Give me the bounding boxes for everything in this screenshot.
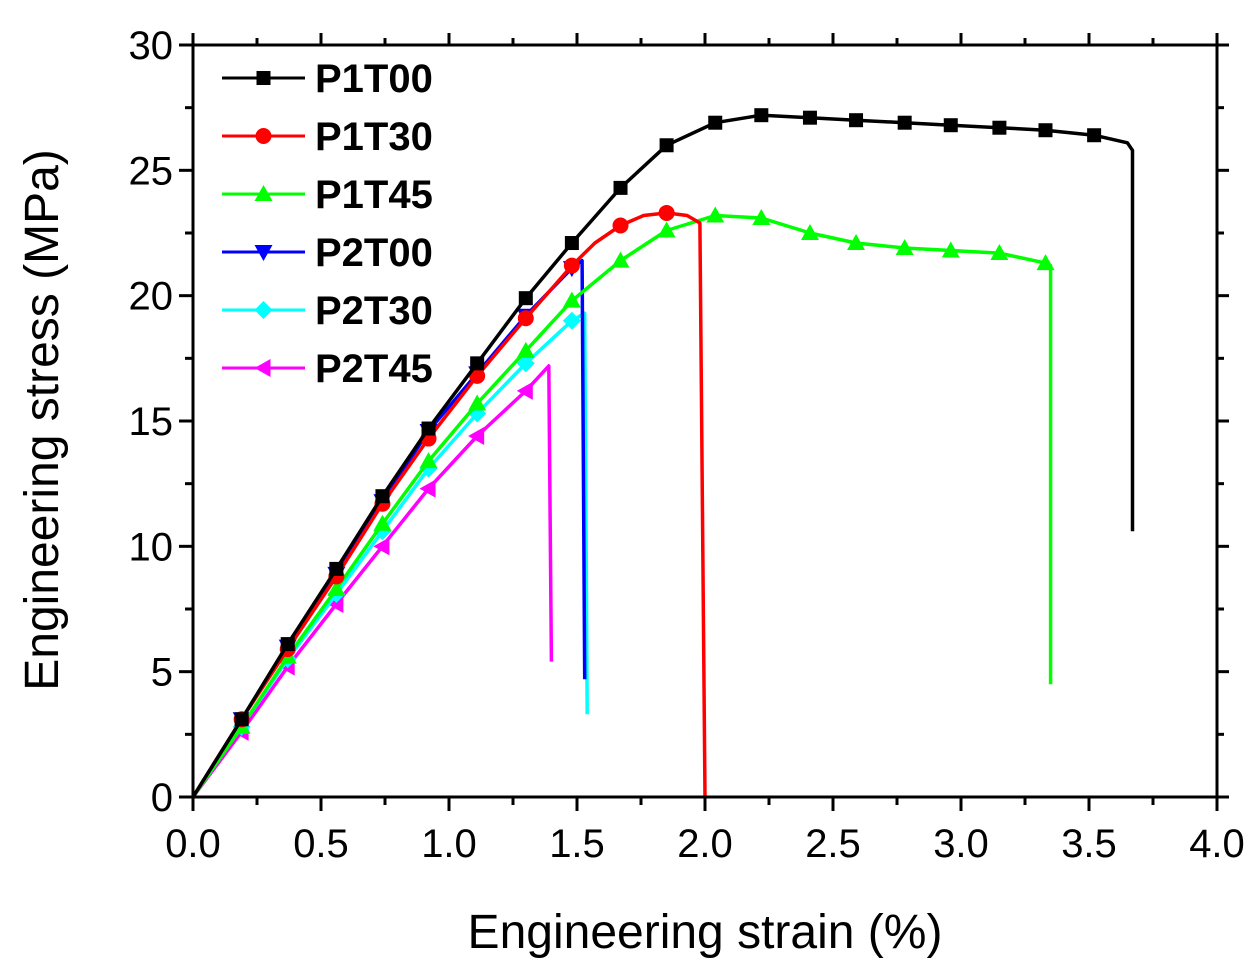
legend-marker-p2t00 — [254, 245, 273, 261]
x-tick-label: 3.0 — [933, 822, 989, 866]
data-point-p1t45 — [1036, 254, 1055, 271]
data-point-p1t00 — [329, 561, 344, 576]
y-tick-label: 10 — [129, 525, 174, 569]
plot-area — [193, 108, 1135, 799]
data-point-p1t00 — [470, 356, 485, 371]
legend-label-p1t30: P1T30 — [315, 115, 433, 159]
y-tick-label: 30 — [129, 24, 174, 68]
x-tick-label: 4.0 — [1189, 822, 1245, 866]
legend-entry-p1t30: P1T30 — [222, 115, 433, 159]
data-point-p1t45 — [706, 206, 725, 223]
data-point-p1t00 — [802, 110, 817, 125]
legend-label-p1t45: P1T45 — [315, 173, 433, 217]
data-point-p1t00 — [849, 113, 864, 128]
data-point-p1t45 — [752, 208, 771, 225]
data-point-p1t45 — [847, 234, 866, 251]
data-point-p1t45 — [468, 394, 487, 411]
data-point-p1t00 — [754, 108, 769, 123]
legend-label-p2t30: P2T30 — [315, 289, 433, 333]
data-point-p2t45 — [516, 381, 533, 400]
series-p1t30 — [193, 204, 707, 798]
x-tick-label: 0.0 — [165, 822, 221, 866]
legend-label-p2t45: P2T45 — [315, 347, 433, 391]
data-point-p1t45 — [800, 224, 819, 240]
data-point-p1t30 — [612, 217, 629, 234]
x-tick-label: 1.5 — [549, 822, 605, 866]
data-point-p1t45 — [990, 244, 1009, 261]
data-point-p1t30 — [658, 204, 675, 221]
legend-entry-p2t00: P2T00 — [222, 231, 433, 275]
legend-entry-p1t00: P1T00 — [222, 57, 433, 101]
data-point-p2t30 — [562, 311, 581, 330]
series-line-p2t45 — [193, 364, 554, 799]
data-point-p2t45 — [373, 537, 390, 556]
x-tick-label: 3.5 — [1061, 822, 1117, 866]
data-point-p1t00 — [1087, 128, 1102, 143]
legend-marker-p1t45 — [254, 185, 273, 201]
data-point-p1t45 — [373, 514, 392, 531]
legend-label-p1t00: P1T00 — [315, 57, 433, 101]
data-point-p1t45 — [419, 452, 438, 469]
y-tick-label: 15 — [129, 400, 174, 444]
axes: 0.0 0.5 1.0 1.5 2.0 2.5 3.0 3.5 4.0 0 5 10 15 20 25 30 — [129, 24, 1245, 866]
data-point-p1t30 — [469, 367, 486, 384]
legend-label-p2t00: P2T00 — [315, 231, 433, 275]
x-tick-label: 2.0 — [677, 822, 733, 866]
data-point-p1t00 — [280, 637, 295, 652]
data-point-p1t00 — [421, 421, 436, 436]
x-axis-title: Engineering strain (%) — [468, 906, 943, 959]
data-point-p1t45 — [516, 341, 535, 358]
legend-marker-p1t30 — [255, 128, 272, 144]
series-p1t00 — [193, 108, 1135, 798]
legend-marker-p2t45 — [254, 359, 271, 377]
data-point-p1t45 — [562, 291, 581, 308]
data-point-p1t00 — [708, 115, 723, 130]
x-tick-label: 0.5 — [293, 822, 349, 866]
data-point-p2t45 — [468, 427, 485, 446]
data-point-p1t45 — [657, 221, 676, 238]
data-point-p1t00 — [943, 118, 958, 133]
data-point-p1t45 — [327, 579, 346, 596]
data-point-p1t00 — [897, 115, 912, 130]
data-point-p1t00 — [1038, 123, 1053, 138]
data-point-p1t45 — [895, 239, 914, 256]
y-axis-title: Engineering stress (MPa) — [16, 149, 69, 691]
data-point-p1t00 — [234, 712, 249, 727]
y-tick-label: 20 — [129, 275, 174, 319]
data-point-p2t30 — [516, 354, 535, 373]
data-point-p1t45 — [941, 241, 960, 258]
legend: P1T00 P1T30 P1T45 P2T00 P2T30 P2T45 — [222, 57, 433, 391]
legend-entry-p1t45: P1T45 — [222, 173, 433, 217]
legend-entry-p2t30: P2T30 — [222, 289, 433, 333]
y-tick-label: 25 — [129, 149, 174, 193]
y-tick-label: 5 — [151, 651, 173, 695]
legend-entry-p2t45: P2T45 — [222, 347, 433, 391]
data-point-p1t00 — [564, 236, 579, 251]
data-point-p1t45 — [611, 251, 630, 268]
data-point-p2t45 — [419, 479, 436, 498]
data-point-p1t00 — [992, 120, 1007, 135]
series-line-p1t30 — [193, 211, 707, 798]
data-point-p1t30 — [563, 257, 580, 274]
legend-marker-p2t30 — [254, 301, 273, 319]
legend-marker-p1t00 — [256, 71, 271, 85]
data-point-p1t00 — [518, 291, 533, 306]
data-point-p1t00 — [659, 138, 674, 153]
data-point-p1t30 — [517, 310, 534, 327]
x-tick-label: 1.0 — [421, 822, 477, 866]
data-point-p1t00 — [375, 489, 390, 504]
x-tick-label: 2.5 — [805, 822, 861, 866]
y-tick-label: 0 — [151, 776, 173, 820]
data-point-p1t00 — [613, 180, 628, 195]
